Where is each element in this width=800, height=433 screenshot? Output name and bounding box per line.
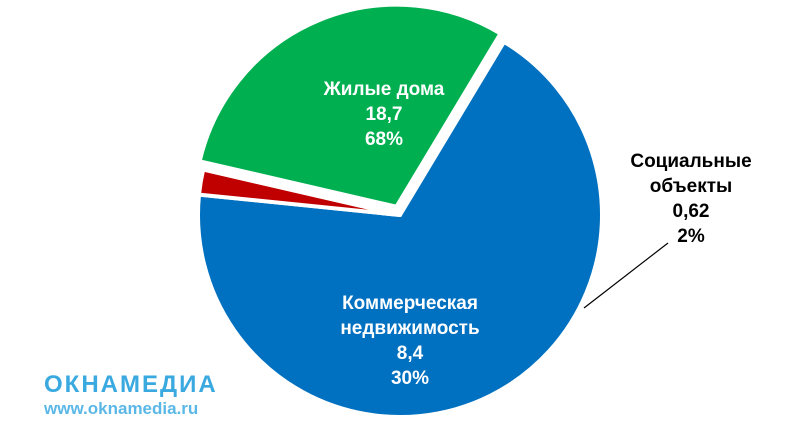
pie-slices (196, 2, 604, 419)
pie-slice (197, 167, 402, 217)
slice-label-name: объекты (650, 176, 733, 197)
slice-label-name: Социальные (630, 151, 751, 172)
pie-slice (196, 39, 604, 419)
watermark-logo: ОКНАМЕДИА www.oknamedia.ru (44, 372, 218, 420)
logo-name: ОКНАМЕДИА (44, 371, 218, 398)
slice-label-percent: 68% (365, 129, 403, 150)
slice-label-value: 18,7 (366, 104, 403, 125)
slice-label-value: 0,62 (673, 201, 710, 222)
leader-line-social (583, 242, 669, 309)
slice-label-name: Коммерческая (342, 293, 478, 314)
logo-url: www.oknamedia.ru (44, 399, 199, 418)
slice-label-name: Жилые дома (323, 79, 445, 100)
slice-label-percent: 2% (677, 226, 705, 247)
pie-slice (197, 2, 503, 209)
slice-labels: Жилые дома 18,7 68% Социальные объекты 0,62 2%… (323, 79, 752, 389)
slice-label-value: 8,4 (397, 343, 424, 364)
slice-label-percent: 30% (391, 368, 429, 389)
slice-label-name: недвижимость (340, 318, 479, 339)
